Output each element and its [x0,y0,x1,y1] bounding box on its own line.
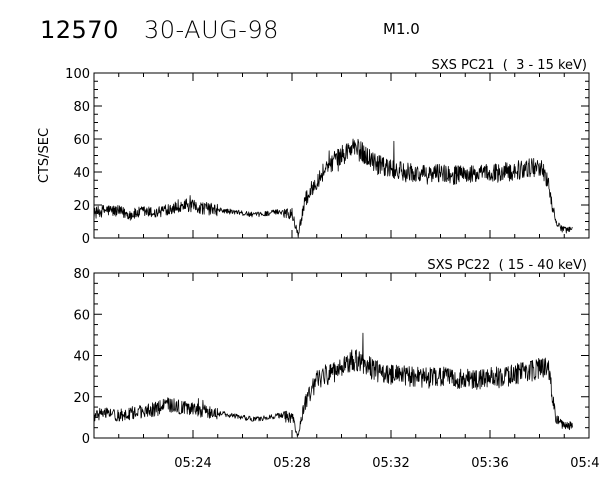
flare-class: M1.0 [383,20,420,38]
y-tick-label: 60 [73,308,90,323]
y-tick-label: 40 [73,166,90,181]
series-line [93,138,573,238]
y-tick-label: 60 [73,133,90,148]
panel-pc22: 0 20 40 60 80 05:24 05:28 05:32 05:36 05:40 SXS PC… [73,258,600,471]
observation-date: 30-AUG-98 [144,16,279,44]
x-tick-label: 05:28 [273,456,310,471]
y-tick-label: 80 [73,100,90,115]
plot-frame [93,272,590,439]
y-tick-label: 40 [73,350,90,365]
x-tick-label: 05:40 [570,456,600,471]
event-number: 12570 [40,16,119,44]
x-tick-label: 05:36 [471,456,508,471]
y-tick-label: 100 [65,67,90,82]
y-tick-label: 20 [73,391,90,406]
y-tick-label: 0 [82,432,90,447]
y-axis-label: CTS/SEC [37,128,52,183]
panel-title: SXS PC21 ( 3 - 15 keV) [431,58,587,73]
x-tick-label: 05:32 [372,456,409,471]
y-tick-label: 20 [73,199,90,214]
panel-title: SXS PC22 ( 15 - 40 keV) [427,258,587,273]
y-tick-label: 0 [82,232,90,247]
y-tick-label: 80 [73,267,90,282]
panel-pc21: 0 20 40 60 80 100 SXS PC21 ( 3 - 15 keV) CTS/SE… [37,58,590,247]
x-tick-label: 05:24 [174,456,211,471]
series-line [93,332,573,438]
